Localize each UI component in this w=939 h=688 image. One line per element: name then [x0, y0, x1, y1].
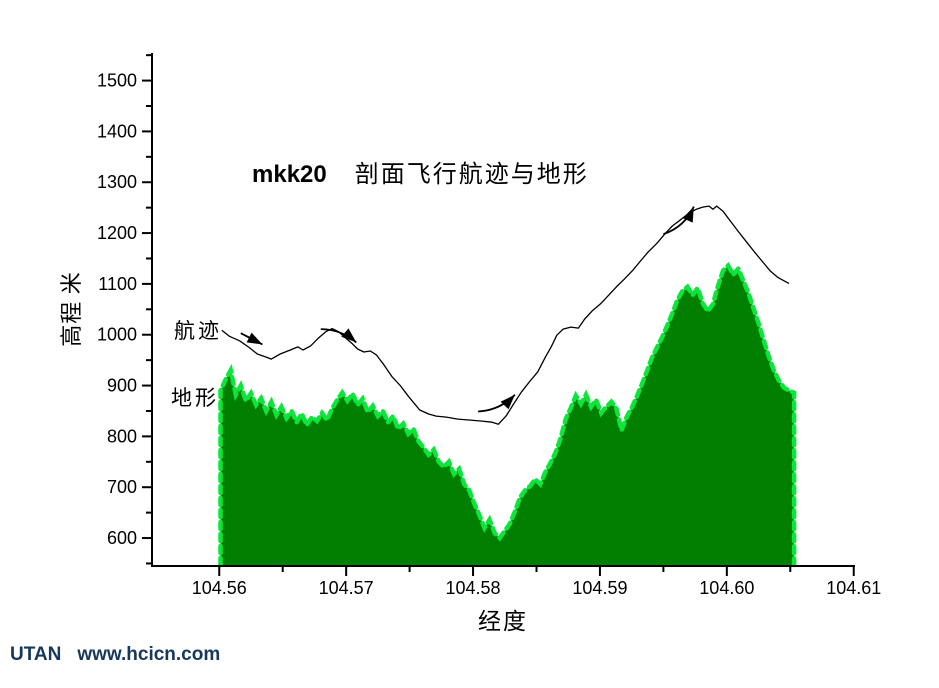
watermark-site: www.hcicn.com: [77, 644, 221, 665]
watermark-brand: UTAN: [10, 644, 62, 665]
y-tick-label: 600: [107, 528, 137, 548]
chart-title: mkk20 剖面飞行航迹与地形: [252, 154, 589, 189]
terrain-annotation: 地形: [171, 386, 219, 410]
flight-path-annotation: 航迹: [174, 319, 222, 343]
y-tick-label: 1000: [97, 325, 137, 345]
y-tick-label: 900: [107, 376, 137, 396]
y-tick-label: 1300: [97, 172, 137, 192]
x-tick-label: 104.59: [572, 578, 627, 598]
y-tick-label: 1500: [97, 71, 137, 91]
flight-path-line: [221, 205, 790, 425]
x-axis-title: 经度: [478, 609, 528, 634]
x-tick-label: 104.60: [699, 578, 754, 598]
y-tick-label: 1100: [98, 274, 137, 294]
y-axis-title: 高程 米: [59, 271, 84, 347]
x-tick-label: 104.58: [446, 578, 501, 598]
x-tick-label: 104.61: [826, 578, 881, 598]
y-tick-label: 800: [107, 426, 137, 446]
terrain-edge: [218, 261, 797, 568]
y-tick-label: 1200: [97, 223, 137, 243]
terrain-area: [220, 265, 795, 565]
watermark: UTAN www.hcicn.com: [10, 644, 220, 666]
y-tick-label: 700: [107, 477, 137, 497]
x-tick-label: 104.57: [319, 578, 374, 598]
flight-arrow-head: [246, 332, 263, 345]
flight-arrow-head: [500, 394, 515, 410]
chart-title-prefix: mkk20: [252, 161, 327, 188]
flight-arrow-head: [341, 328, 357, 343]
x-tick-label: 104.56: [192, 578, 247, 598]
flight-arrow-head: [682, 206, 694, 223]
chart-title-main: 剖面飞行航迹与地形: [354, 162, 589, 188]
y-tick-label: 1400: [97, 121, 137, 141]
